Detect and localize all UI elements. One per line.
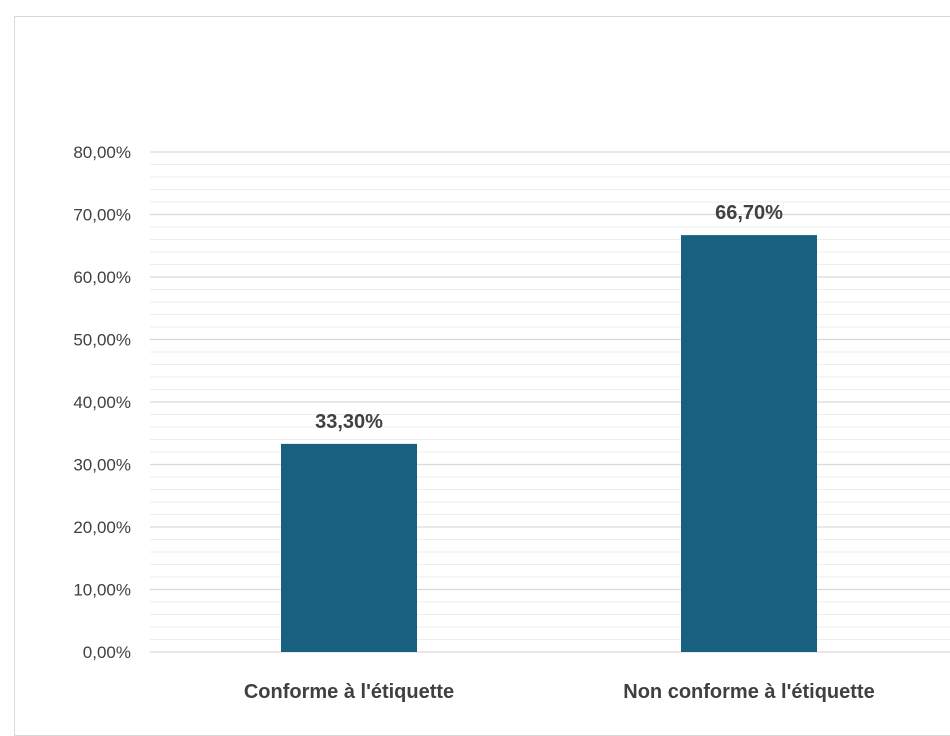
y-tick-label: 30,00% <box>73 456 131 475</box>
y-tick-label: 0,00% <box>83 643 131 662</box>
y-tick-label: 60,00% <box>73 268 131 287</box>
x-category-label: Conforme à l'étiquette <box>244 681 454 703</box>
y-tick-label: 70,00% <box>73 206 131 225</box>
y-tick-label: 50,00% <box>73 331 131 350</box>
bar <box>681 235 817 652</box>
bar-chart: 0,00% 10,00% 20,00% 30,00% 40,00% 50,00% 60,00… <box>73 143 950 703</box>
y-tick-label: 10,00% <box>73 581 131 600</box>
data-label: 66,70% <box>715 202 783 224</box>
y-tick-label: 40,00% <box>73 393 131 412</box>
y-tick-label: 80,00% <box>73 143 131 162</box>
data-labels: 33,30% 66,70% <box>315 202 783 433</box>
bars <box>281 235 817 652</box>
x-axis: Conforme à l'étiquette Non conforme à l'é… <box>244 681 875 703</box>
bar <box>281 443 417 652</box>
x-category-label: Non conforme à l'étiquette <box>623 681 874 703</box>
data-label: 33,30% <box>315 411 383 433</box>
y-tick-label: 20,00% <box>73 518 131 537</box>
y-axis: 0,00% 10,00% 20,00% 30,00% 40,00% 50,00% 60,00… <box>73 143 131 662</box>
